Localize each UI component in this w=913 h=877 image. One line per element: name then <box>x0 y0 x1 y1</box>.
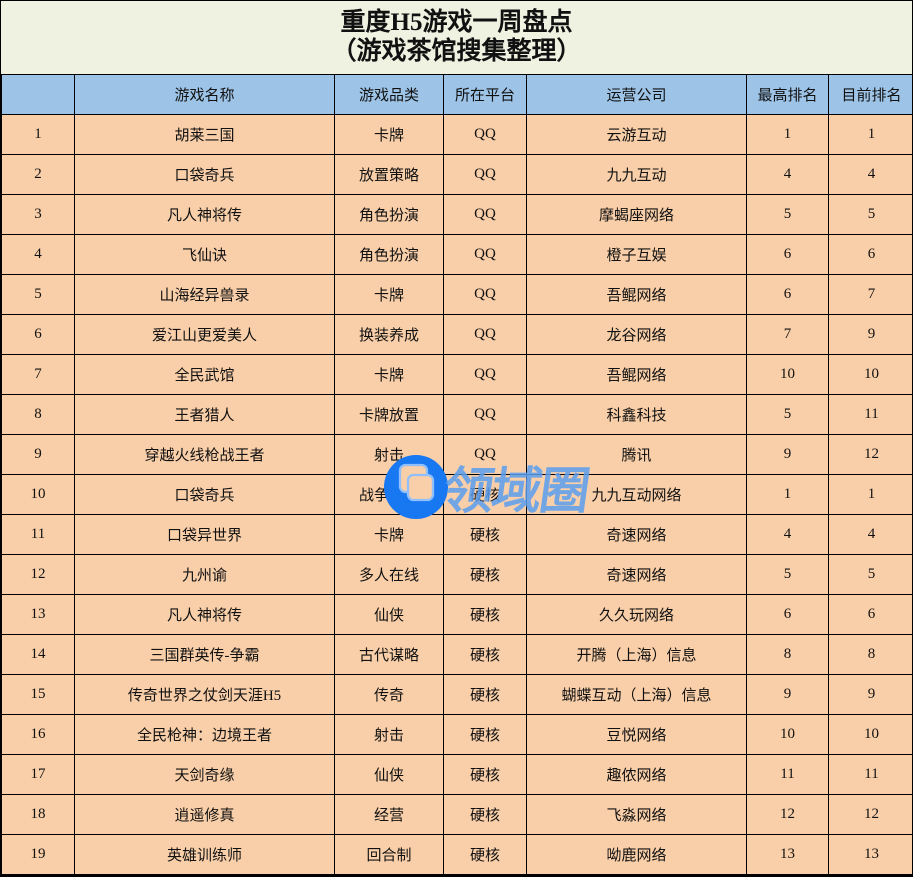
svg-text:领域圈: 领域圈 <box>440 463 592 519</box>
